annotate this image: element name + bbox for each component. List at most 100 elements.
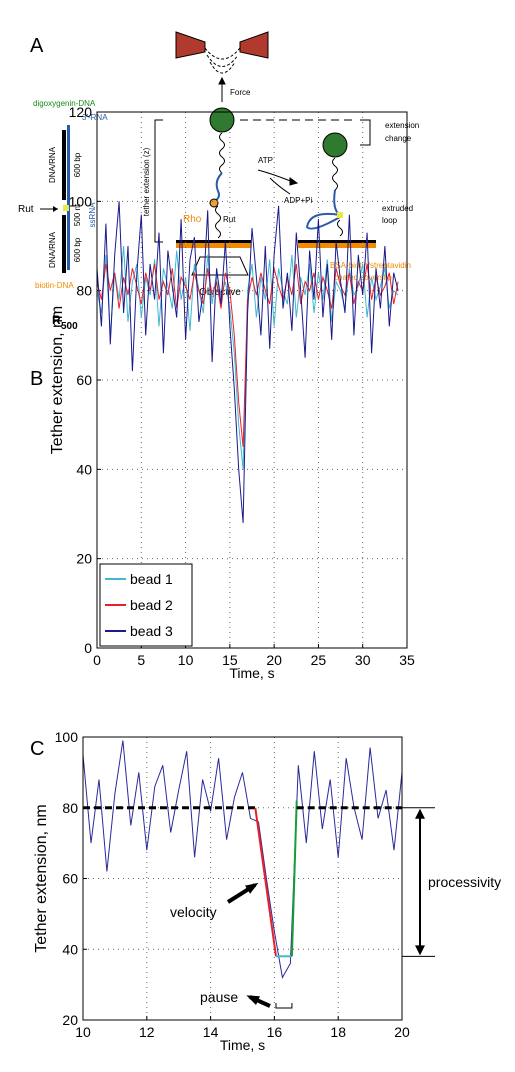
coverslip [176, 241, 251, 248]
dna [332, 157, 338, 191]
x-tick-label: 12 [139, 1024, 155, 1040]
fit-line [290, 800, 298, 957]
construct: digoxygenin-DNA 3'-RNA DNA/RNA 600 bp 50… [18, 99, 108, 332]
plot-frame [82, 736, 403, 1021]
pause-bracket [275, 1003, 293, 1009]
x-tick-label: 10 [178, 652, 194, 668]
x-tick-label: 16 [267, 1024, 283, 1040]
label: 500 [61, 321, 78, 332]
label: biotin-DNA [35, 281, 74, 290]
x-tick-label: 30 [355, 652, 371, 668]
label: extension [385, 121, 419, 130]
y-tick-label: 20 [76, 551, 92, 567]
data-line [96, 263, 399, 448]
magnet [175, 31, 206, 59]
annotation: pause [200, 989, 238, 1005]
y-tick-label: 100 [69, 193, 93, 209]
legend-label: bead 3 [130, 623, 173, 639]
plot-frame [96, 111, 408, 649]
label: DNA/RNA [48, 146, 57, 183]
y-axis-label: Tether extension, nm [49, 306, 66, 455]
x-tick-label: 35 [399, 652, 415, 668]
x-axis-label: Time, s [220, 1037, 265, 1053]
magnet [239, 31, 269, 59]
label: ADP+Pi [284, 196, 312, 205]
label: extruded [382, 204, 413, 213]
x-tick-label: 10 [75, 1024, 91, 1040]
bracket [154, 119, 163, 243]
dna [337, 219, 343, 237]
y-tick-label: 80 [76, 283, 92, 299]
panel-label: B [30, 368, 43, 390]
dna [219, 132, 225, 174]
x-tick-label: 15 [222, 652, 238, 668]
label: ssRNA [88, 202, 97, 228]
coverslip [298, 241, 376, 248]
rho [209, 198, 219, 208]
data-line [82, 740, 403, 979]
fit-line [254, 807, 277, 957]
arrow-head [245, 882, 259, 894]
coverslip [298, 240, 376, 243]
arrow-head [246, 995, 260, 1005]
y-tick-label: 60 [62, 871, 78, 887]
legend-label: bead 2 [130, 597, 173, 613]
y-tick-label: 0 [84, 640, 92, 656]
bead [322, 132, 348, 158]
label: 3'-RNA [82, 113, 108, 122]
label: Force [230, 88, 251, 97]
panel-label: A [30, 35, 44, 57]
x-tick-label: 20 [266, 652, 282, 668]
legend-box [99, 563, 193, 647]
reaction-arrow [269, 177, 291, 195]
legend-label: bead 1 [130, 571, 173, 587]
x-tick-label: 25 [311, 652, 327, 668]
strand [67, 125, 70, 270]
label: 500 nt [73, 203, 82, 226]
charts: 0 5 10 15 20 25 30 35 0 20 40 60 80 100 120 Time, s Teth… [33, 104, 501, 1053]
label: Rho [183, 214, 202, 225]
dna [215, 205, 221, 239]
panel-label: C [30, 738, 44, 760]
arrow-head [289, 177, 299, 186]
coverslip [176, 240, 251, 243]
label: tether extension (z) [142, 147, 151, 216]
annotation: processivity [428, 874, 501, 890]
y-tick-label: 100 [55, 729, 79, 745]
label: digoxygenin-DNA [33, 99, 96, 108]
annotation: velocity [170, 904, 217, 920]
y-axis-label: Tether extension, nm [33, 804, 50, 953]
bead [209, 107, 235, 133]
strand [62, 130, 66, 200]
rna [214, 172, 223, 202]
label: DNA/RNA [48, 231, 57, 268]
label: change [385, 134, 412, 143]
strand [62, 215, 66, 273]
y-tick-label: 40 [62, 941, 78, 957]
field-lines [204, 47, 241, 74]
x-tick-label: 18 [330, 1024, 346, 1040]
label: Rut [223, 215, 236, 224]
label: 600 bp [73, 152, 82, 177]
label: R [52, 313, 61, 327]
arrow-head [218, 76, 226, 85]
reaction-arrow [257, 169, 294, 183]
label: Rut [18, 204, 34, 215]
data-line [96, 201, 399, 523]
y-tick-label: 20 [62, 1012, 78, 1028]
label: loop [382, 216, 398, 225]
x-tick-label: 0 [93, 652, 101, 668]
x-tick-label: 20 [394, 1024, 410, 1040]
x-tick-label: 5 [137, 652, 145, 668]
label: BSA-biotin/streptavidin [330, 261, 411, 270]
y-tick-label: 120 [69, 104, 93, 120]
x-tick-label: 14 [203, 1024, 219, 1040]
rut-site [63, 205, 69, 211]
bracket [360, 119, 371, 146]
label: 600 bp [73, 237, 82, 262]
y-tick-label: 60 [76, 372, 92, 388]
tweezers [154, 31, 376, 276]
arrow-head [53, 206, 58, 212]
x-axis-label: Time, s [229, 665, 274, 681]
